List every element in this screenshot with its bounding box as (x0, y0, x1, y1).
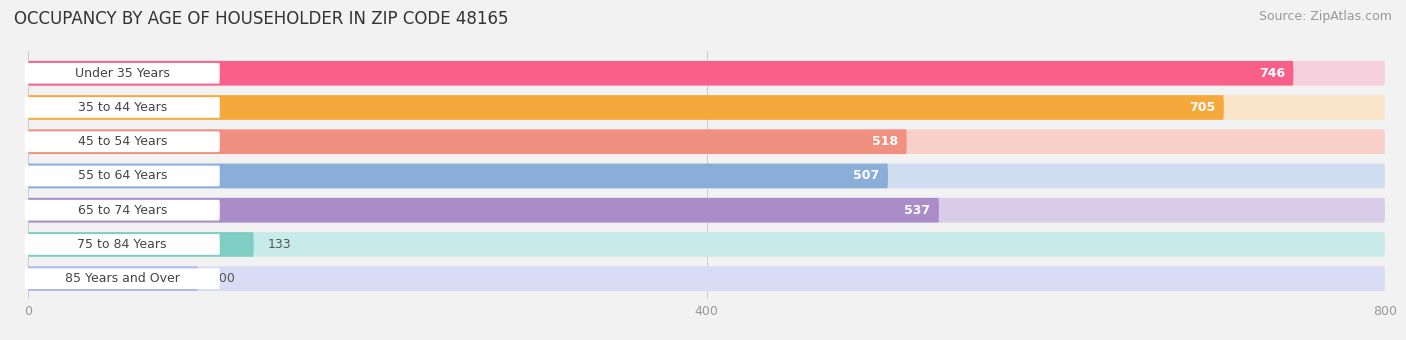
FancyBboxPatch shape (28, 266, 198, 291)
Text: 55 to 64 Years: 55 to 64 Years (77, 169, 167, 183)
FancyBboxPatch shape (25, 234, 219, 255)
Text: 746: 746 (1258, 67, 1285, 80)
Text: 45 to 54 Years: 45 to 54 Years (77, 135, 167, 148)
FancyBboxPatch shape (28, 164, 1385, 188)
Text: OCCUPANCY BY AGE OF HOUSEHOLDER IN ZIP CODE 48165: OCCUPANCY BY AGE OF HOUSEHOLDER IN ZIP C… (14, 10, 509, 28)
FancyBboxPatch shape (28, 61, 1385, 86)
FancyBboxPatch shape (25, 268, 219, 289)
Text: 518: 518 (872, 135, 898, 148)
FancyBboxPatch shape (28, 198, 939, 222)
FancyBboxPatch shape (25, 166, 219, 186)
FancyBboxPatch shape (28, 198, 1385, 222)
FancyBboxPatch shape (28, 130, 1385, 154)
FancyBboxPatch shape (25, 131, 219, 152)
Text: 100: 100 (211, 272, 235, 285)
Text: 35 to 44 Years: 35 to 44 Years (77, 101, 167, 114)
FancyBboxPatch shape (25, 200, 219, 221)
Text: 75 to 84 Years: 75 to 84 Years (77, 238, 167, 251)
FancyBboxPatch shape (25, 63, 219, 84)
Text: 537: 537 (904, 204, 931, 217)
FancyBboxPatch shape (28, 232, 253, 257)
FancyBboxPatch shape (28, 95, 1385, 120)
Text: 85 Years and Over: 85 Years and Over (65, 272, 180, 285)
FancyBboxPatch shape (28, 61, 1294, 86)
Text: Under 35 Years: Under 35 Years (75, 67, 170, 80)
Text: Source: ZipAtlas.com: Source: ZipAtlas.com (1258, 10, 1392, 23)
FancyBboxPatch shape (25, 97, 219, 118)
Text: 507: 507 (853, 169, 880, 183)
Text: 705: 705 (1189, 101, 1215, 114)
Text: 65 to 74 Years: 65 to 74 Years (77, 204, 167, 217)
Text: 133: 133 (267, 238, 291, 251)
FancyBboxPatch shape (28, 130, 907, 154)
FancyBboxPatch shape (28, 232, 1385, 257)
FancyBboxPatch shape (28, 164, 889, 188)
FancyBboxPatch shape (28, 266, 1385, 291)
FancyBboxPatch shape (28, 95, 1223, 120)
